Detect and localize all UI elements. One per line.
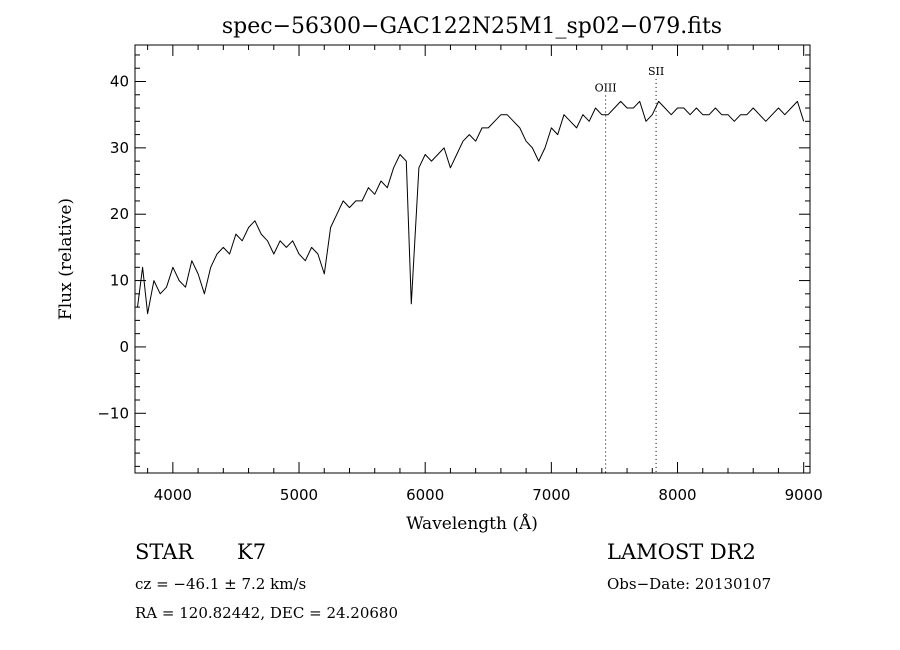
x-tick-label: 4000 xyxy=(154,486,192,504)
line-marker-label: SII xyxy=(648,65,664,78)
x-tick-label: 6000 xyxy=(406,486,444,504)
line-markers: OIII SII xyxy=(595,65,664,473)
object-class: STAR xyxy=(135,540,194,564)
spectrum-series xyxy=(137,100,805,315)
y-tick-label: 10 xyxy=(110,272,129,290)
y-tick-label: 30 xyxy=(110,139,129,157)
x-tick-label: 9000 xyxy=(785,486,823,504)
coordinates-text: RA = 120.82442, DEC = 24.20680 xyxy=(135,604,399,622)
y-axis-label: Flux (relative) xyxy=(56,198,76,320)
y-tick-label: −10 xyxy=(97,404,129,422)
x-axis-label: Wavelength (Å) xyxy=(406,513,538,534)
x-tick-label: 8000 xyxy=(658,486,696,504)
y-tick-label: 0 xyxy=(119,338,129,356)
chart-title: spec−56300−GAC122N25M1_sp02−079.fits xyxy=(222,14,722,39)
x-tick-label: 5000 xyxy=(280,486,318,504)
axis-ticks: 4000 5000 6000 7000 8000 9000 −10 0 10 20 30 40 xyxy=(97,45,823,504)
line-marker-label: OIII xyxy=(595,81,617,94)
x-tick-label: 7000 xyxy=(532,486,570,504)
obs-date-text: Obs−Date: 20130107 xyxy=(607,575,772,593)
subclass: K7 xyxy=(237,540,267,564)
y-tick-label: 20 xyxy=(110,205,129,223)
plot-frame xyxy=(134,44,811,474)
spectrum-line xyxy=(137,100,805,315)
y-tick-label: 40 xyxy=(110,72,129,90)
redshift-text: cz = −46.1 ± 7.2 km/s xyxy=(135,575,307,593)
survey-name: LAMOST DR2 xyxy=(607,540,756,564)
